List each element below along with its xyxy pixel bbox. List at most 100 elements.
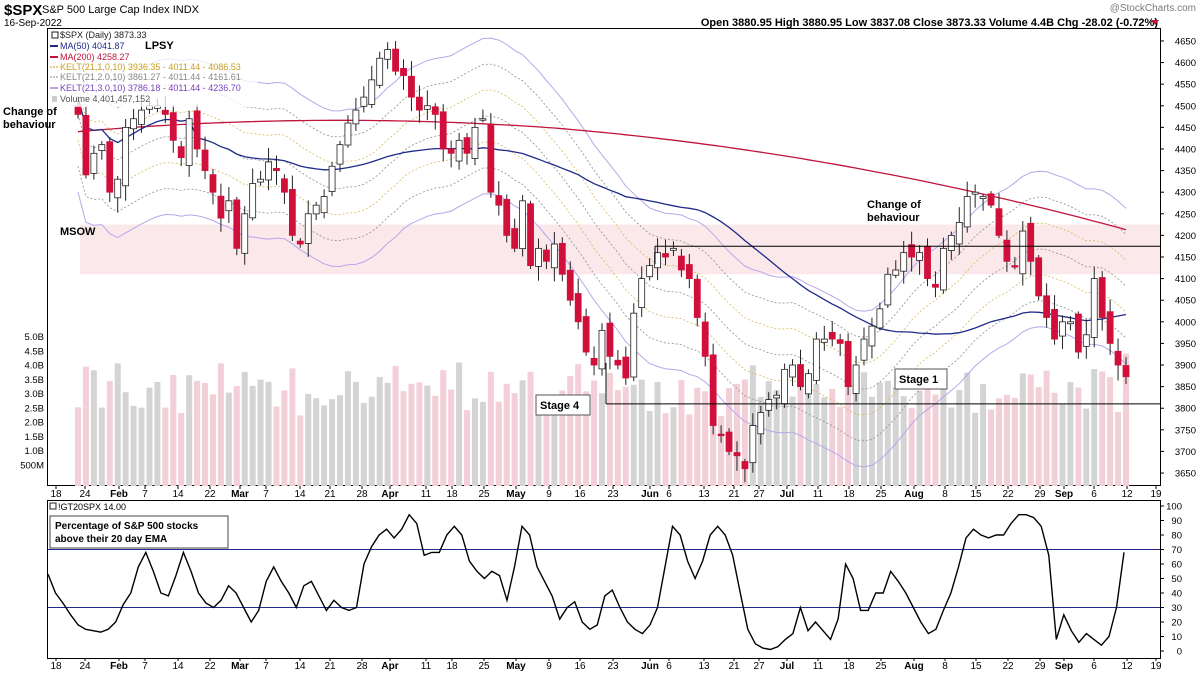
- volume-bar: [837, 406, 844, 486]
- volume-bar: [741, 379, 748, 486]
- volume-bar: [733, 383, 740, 486]
- volume-bars: [75, 353, 1129, 486]
- candle-down: [503, 199, 511, 236]
- candle-up: [630, 312, 638, 378]
- date-tick-label: 14: [172, 489, 184, 500]
- date-tick-label: 12: [1121, 489, 1133, 500]
- volume-tick-label: 3.5B: [24, 375, 44, 386]
- volume-bar: [464, 410, 471, 486]
- candle-down: [177, 146, 185, 159]
- volume-bar: [146, 387, 153, 486]
- date-tick-label: 8: [942, 489, 948, 500]
- volume-bar: [654, 382, 661, 486]
- stage4-label: Stage 4: [540, 400, 580, 412]
- volume-bar: [972, 412, 979, 486]
- candle-up: [789, 364, 796, 378]
- volume-bar: [988, 409, 995, 486]
- volume-bar: [853, 390, 860, 486]
- volume-tick-label: 500M: [20, 460, 44, 471]
- volume-bar: [384, 382, 391, 486]
- volume-bar: [1011, 397, 1018, 486]
- volume-bar: [313, 398, 320, 486]
- candle-down: [392, 48, 399, 72]
- candle-down: [281, 178, 288, 193]
- date-tick-label: 18: [50, 489, 62, 500]
- candle-down: [511, 228, 519, 249]
- volume-bar: [265, 381, 272, 486]
- date-tick-label: Feb: [110, 661, 128, 672]
- kelt2-lower: [77, 166, 1127, 442]
- price-tick-label: 4150: [1175, 253, 1196, 264]
- volume-bar: [75, 407, 81, 486]
- volume-bar: [456, 362, 463, 486]
- volume-bar: [297, 415, 304, 486]
- volume-tick-label: 1.5B: [24, 432, 44, 443]
- volume-tick-label: 2.0B: [24, 418, 44, 429]
- kelt2-upper: [77, 62, 1127, 338]
- candle-up: [90, 152, 98, 174]
- candle-up: [781, 368, 789, 405]
- candle-up: [328, 165, 336, 192]
- candle-up: [916, 252, 923, 261]
- volume-bar: [591, 380, 598, 486]
- candle-down: [209, 174, 217, 193]
- msow-zone-band: [80, 224, 1160, 275]
- candle-down: [1027, 222, 1035, 262]
- indicator-panel-frame: [47, 500, 1161, 659]
- date-tick-label: 7: [142, 661, 148, 672]
- volume-bar: [503, 383, 510, 486]
- price-tick-label: 4000: [1175, 317, 1196, 328]
- indicator-tick-label: 50: [1171, 574, 1182, 585]
- volume-bar: [1083, 408, 1090, 486]
- candle-up: [114, 178, 122, 199]
- candle-down: [717, 433, 725, 437]
- candle-up: [249, 183, 257, 219]
- volume-bar: [479, 401, 486, 486]
- price-tick-label: 4100: [1175, 274, 1196, 285]
- date-tick-label: 21: [324, 489, 336, 500]
- volume-bar: [98, 407, 105, 486]
- candle-up: [423, 105, 431, 110]
- candle-up: [812, 338, 820, 381]
- price-tick-label: 4500: [1175, 101, 1196, 112]
- volume-bar: [233, 385, 240, 486]
- volume-bar: [606, 372, 613, 486]
- date-tick-label: 22: [1002, 489, 1014, 500]
- candle-down: [590, 357, 598, 366]
- price-tick-label: 3650: [1175, 469, 1196, 480]
- indicator-tick-label: 30: [1171, 603, 1182, 614]
- volume-bar: [662, 413, 669, 486]
- volume-bar: [487, 371, 494, 486]
- volume-bar: [805, 387, 812, 486]
- change-of-behaviour-left-1: Change of: [3, 106, 57, 118]
- volume-bar: [519, 380, 526, 486]
- candle-up: [757, 412, 765, 435]
- volume-bar: [543, 415, 550, 486]
- volume-bar: [408, 383, 415, 486]
- date-tick-label: 14: [294, 661, 306, 672]
- change-of-behaviour-right-2: behaviour: [867, 212, 920, 224]
- price-axis: 3650 3700 3750 3800 3850 3900 3950 4000 4050 4100…: [1160, 36, 1196, 480]
- price-tick-label: 4550: [1175, 80, 1196, 91]
- candle-up: [749, 425, 757, 464]
- candle-down: [614, 359, 622, 366]
- candle-down: [677, 255, 685, 271]
- date-tick-label: 21: [324, 661, 336, 672]
- candle-up: [947, 234, 955, 251]
- date-tick-label: 7: [142, 489, 148, 500]
- date-tick-label: 28: [356, 661, 368, 672]
- legend-kelt2: KELT(21,2.0,10) 3861.27 - 4011.44 - 4161…: [60, 72, 241, 82]
- indicator-tick-label: 80: [1171, 531, 1182, 542]
- date-tick-label: 6: [1091, 661, 1097, 672]
- candle-up: [860, 338, 868, 361]
- volume-bar: [376, 376, 383, 486]
- price-tick-label: 4600: [1175, 58, 1196, 69]
- volume-tick-label: 2.5B: [24, 403, 44, 414]
- volume-bar: [916, 390, 923, 486]
- volume-bar: [845, 367, 852, 486]
- candle-down: [431, 106, 439, 115]
- kelt3-lower: [77, 192, 1127, 468]
- volume-bar: [90, 370, 97, 486]
- candle-up: [519, 200, 527, 250]
